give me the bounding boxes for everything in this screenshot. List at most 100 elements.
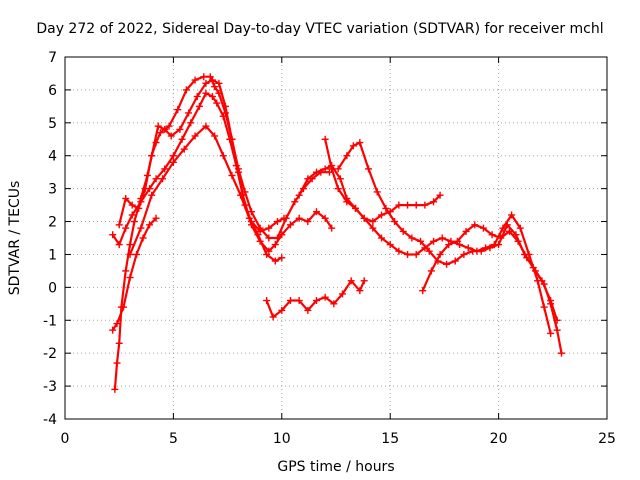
data-point — [254, 231, 262, 239]
tick-labels-layer: 0 5 10 15 20 25 -4 -3 -2 -1 0 1 2 3 4 5 6 7 — [43, 50, 616, 447]
data-point — [265, 224, 273, 232]
y-tick-label: 3 — [48, 182, 57, 198]
data-point — [508, 211, 516, 219]
data-point — [174, 106, 182, 114]
data-point — [343, 152, 351, 160]
data-point — [295, 297, 303, 305]
data-point — [395, 201, 403, 209]
data-point — [156, 129, 164, 137]
data-point — [295, 214, 303, 222]
data-point — [328, 224, 336, 232]
data-point — [349, 142, 357, 150]
data-point — [404, 201, 412, 209]
data-point — [391, 218, 399, 226]
x-tick-label: 0 — [61, 431, 70, 447]
data-point — [115, 221, 123, 229]
data-point — [365, 165, 373, 173]
data-point — [378, 211, 386, 219]
data-point — [356, 287, 364, 295]
data-point — [488, 231, 496, 239]
y-axis-title: SDTVAR / TECUs — [7, 181, 23, 296]
data-point — [111, 385, 119, 393]
x-tick-label: 25 — [598, 431, 616, 447]
data-point — [443, 260, 451, 268]
data-point — [497, 234, 505, 242]
data-point — [343, 198, 351, 206]
data-point — [378, 234, 386, 242]
data-point — [152, 214, 160, 222]
data-point — [404, 250, 412, 258]
data-point — [126, 250, 134, 258]
data-point — [321, 165, 329, 173]
y-tick-label: -2 — [43, 346, 57, 362]
data-point — [247, 208, 255, 216]
data-point — [208, 76, 216, 84]
data-point — [219, 152, 227, 160]
data-point — [182, 86, 190, 94]
data-layer — [109, 73, 565, 393]
data-point — [312, 208, 320, 216]
data-point — [477, 247, 485, 255]
data-point — [241, 188, 249, 196]
data-point — [146, 221, 154, 229]
y-tick-label: 2 — [48, 215, 57, 231]
data-point — [202, 79, 210, 87]
data-point — [334, 185, 342, 193]
data-point — [211, 83, 219, 91]
x-tick-label: 15 — [381, 431, 399, 447]
data-point — [169, 158, 177, 166]
data-point — [152, 175, 160, 183]
data-point — [265, 234, 273, 242]
data-point — [208, 92, 216, 100]
data-point — [122, 224, 130, 232]
data-point — [328, 165, 336, 173]
data-point — [263, 297, 271, 305]
y-tick-label: -1 — [43, 313, 57, 329]
y-tick-label: -3 — [43, 379, 57, 395]
data-point — [122, 195, 130, 203]
data-point — [228, 135, 236, 143]
y-tick-label: -4 — [43, 412, 57, 428]
data-point — [462, 227, 470, 235]
data-point — [425, 247, 433, 255]
x-tick-label: 10 — [273, 431, 291, 447]
data-point — [139, 234, 147, 242]
data-point — [113, 359, 121, 367]
data-point — [115, 339, 123, 347]
data-point — [438, 234, 446, 242]
data-point — [339, 290, 347, 298]
data-point — [193, 92, 201, 100]
data-point — [360, 214, 368, 222]
x-tick-label: 20 — [490, 431, 508, 447]
data-point — [382, 204, 390, 212]
data-point — [514, 237, 522, 245]
data-point — [133, 250, 141, 258]
data-point — [219, 112, 227, 120]
data-point — [169, 152, 177, 160]
data-point — [373, 188, 381, 196]
data-point — [553, 326, 561, 334]
data-point — [395, 247, 403, 255]
data-point — [109, 326, 117, 334]
data-point — [312, 297, 320, 305]
data-point — [360, 277, 368, 285]
data-point — [191, 132, 199, 140]
data-point — [154, 122, 162, 130]
data-point — [464, 244, 472, 252]
data-point — [278, 306, 286, 314]
data-point — [278, 254, 286, 262]
data-point — [471, 221, 479, 229]
data-point — [516, 224, 524, 232]
data-point — [334, 165, 342, 173]
data-point — [135, 204, 143, 212]
y-tick-label: 4 — [48, 149, 57, 165]
data-point — [128, 211, 136, 219]
data-point — [451, 257, 459, 265]
x-axis-title: GPS time / hours — [277, 459, 394, 475]
data-point — [312, 168, 320, 176]
data-point — [185, 109, 193, 117]
data-point — [178, 135, 186, 143]
data-point — [271, 241, 279, 249]
data-point — [336, 175, 344, 183]
